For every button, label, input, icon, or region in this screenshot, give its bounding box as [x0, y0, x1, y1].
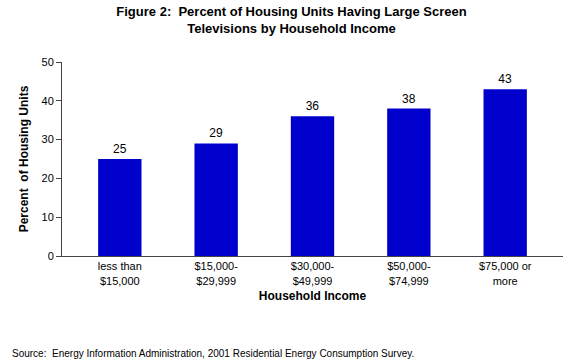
svg-text:36: 36: [306, 99, 320, 113]
svg-text:10: 10: [42, 211, 54, 223]
svg-text:40: 40: [42, 95, 54, 107]
svg-text:29: 29: [209, 126, 223, 140]
svg-text:Household Income: Household Income: [259, 289, 367, 303]
svg-text:Source: Energy Information Ad: Source: Energy Information Administratio…: [12, 348, 414, 359]
svg-text:0: 0: [48, 250, 54, 262]
svg-text:25: 25: [113, 142, 127, 156]
svg-text:30: 30: [42, 133, 54, 145]
svg-text:38: 38: [402, 92, 416, 106]
svg-text:43: 43: [498, 72, 512, 86]
svg-text:50: 50: [42, 56, 54, 68]
svg-text:Percent of Housing Units: Percent of Housing Units: [17, 85, 31, 232]
svg-text:$30,000-$49,999: $30,000-$49,999: [291, 260, 335, 286]
svg-text:Figure 2: Percent of Housing: Figure 2: Percent of Housing Units Havin…: [116, 4, 466, 36]
svg-text:$50,000-$74,999: $50,000-$74,999: [387, 260, 431, 286]
svg-text:$15,000-$29,999: $15,000-$29,999: [194, 260, 238, 286]
svg-text:20: 20: [42, 172, 54, 184]
svg-text:$75,000 ormore: $75,000 ormore: [479, 260, 532, 286]
svg-text:less than$15,000: less than$15,000: [98, 260, 142, 286]
